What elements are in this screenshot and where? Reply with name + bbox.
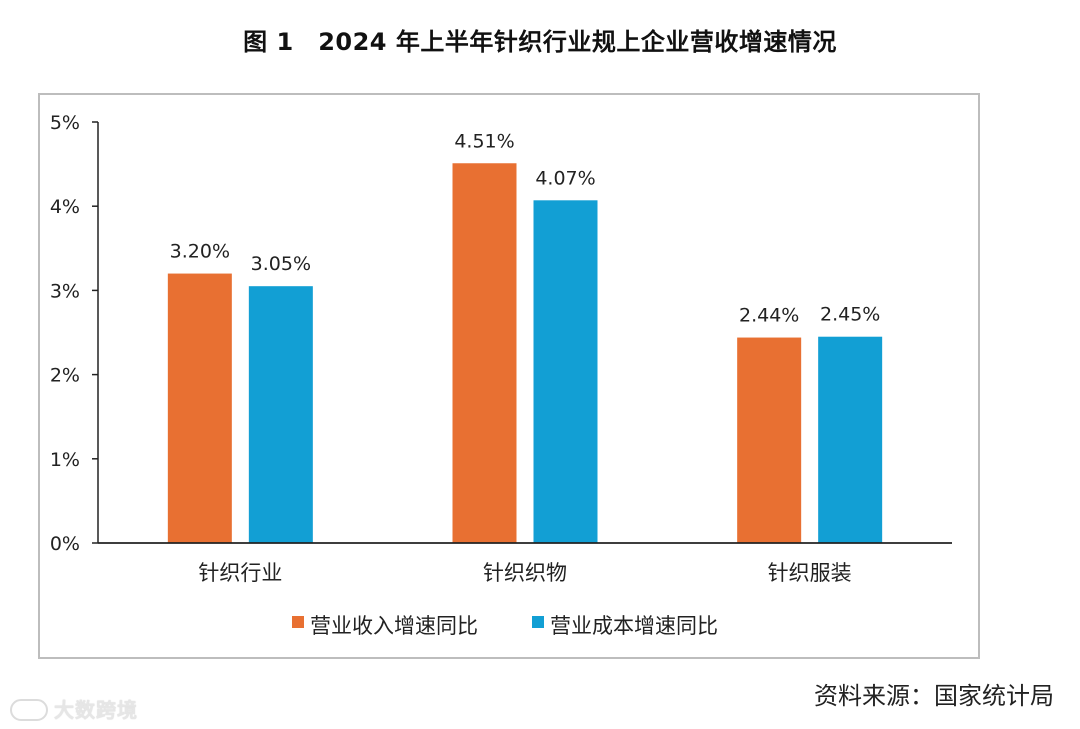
legend-swatch [292,616,304,628]
legend-label: 营业收入增速同比 [310,614,478,638]
bar-cost [533,200,598,543]
bar-cost [818,336,883,543]
watermark-logo-icon [10,699,48,721]
y-tick-label: 1% [50,449,80,471]
data-label: 4.07% [535,167,595,189]
x-tick-label: 针织织物 [483,561,567,585]
source-note: 资料来源：国家统计局 [814,682,1054,710]
y-tick-label: 3% [50,280,80,302]
bar-revenue [167,273,232,543]
y-tick-label: 2% [50,365,80,387]
data-label: 2.45% [820,304,880,326]
data-label: 3.05% [251,253,311,275]
y-tick-label: 4% [50,196,80,218]
bar-cost [248,286,313,543]
legend-swatch [532,616,544,628]
x-tick-label: 针织行业 [198,561,282,585]
data-label: 3.20% [170,241,230,263]
watermark-text: 大数跨境 [54,698,138,722]
y-tick-label: 0% [50,533,80,555]
watermark: 大数跨境 [10,694,138,723]
y-tick-label: 5% [50,112,80,134]
legend-label: 营业成本增速同比 [550,614,718,638]
bar-revenue [452,163,517,543]
chart-title: 图 1 2024 年上半年针织行业规上企业营收增速情况 [243,28,837,56]
x-tick-label: 针织服装 [768,561,852,585]
bar-revenue [737,337,802,543]
data-label: 4.51% [454,130,514,152]
data-label: 2.44% [739,305,799,327]
